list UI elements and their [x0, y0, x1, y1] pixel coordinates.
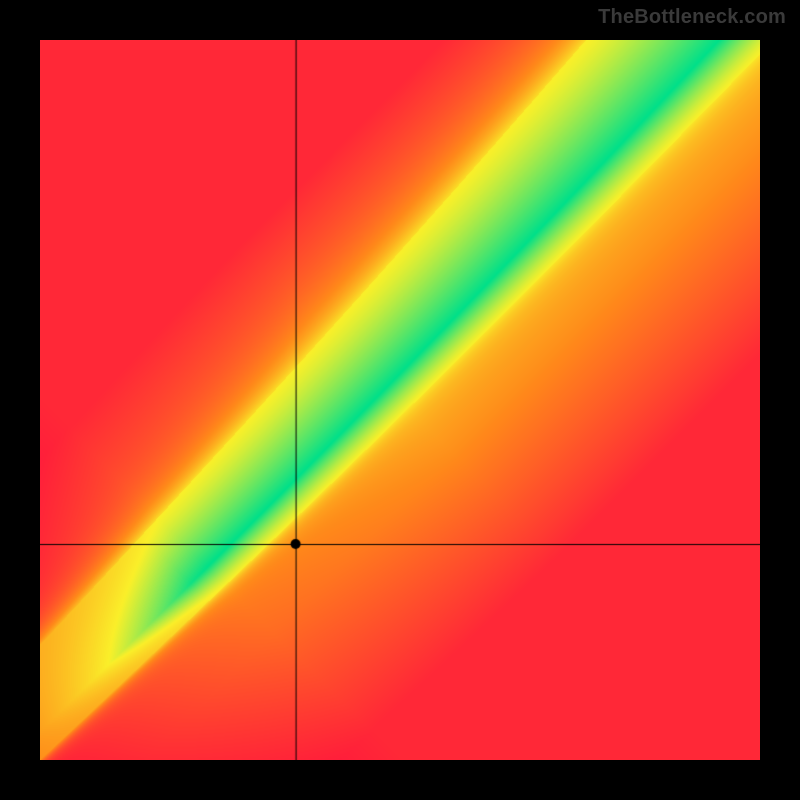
chart-container: TheBottleneck.com [0, 0, 800, 800]
bottleneck-heatmap [40, 40, 760, 760]
watermark-text: TheBottleneck.com [598, 6, 786, 29]
